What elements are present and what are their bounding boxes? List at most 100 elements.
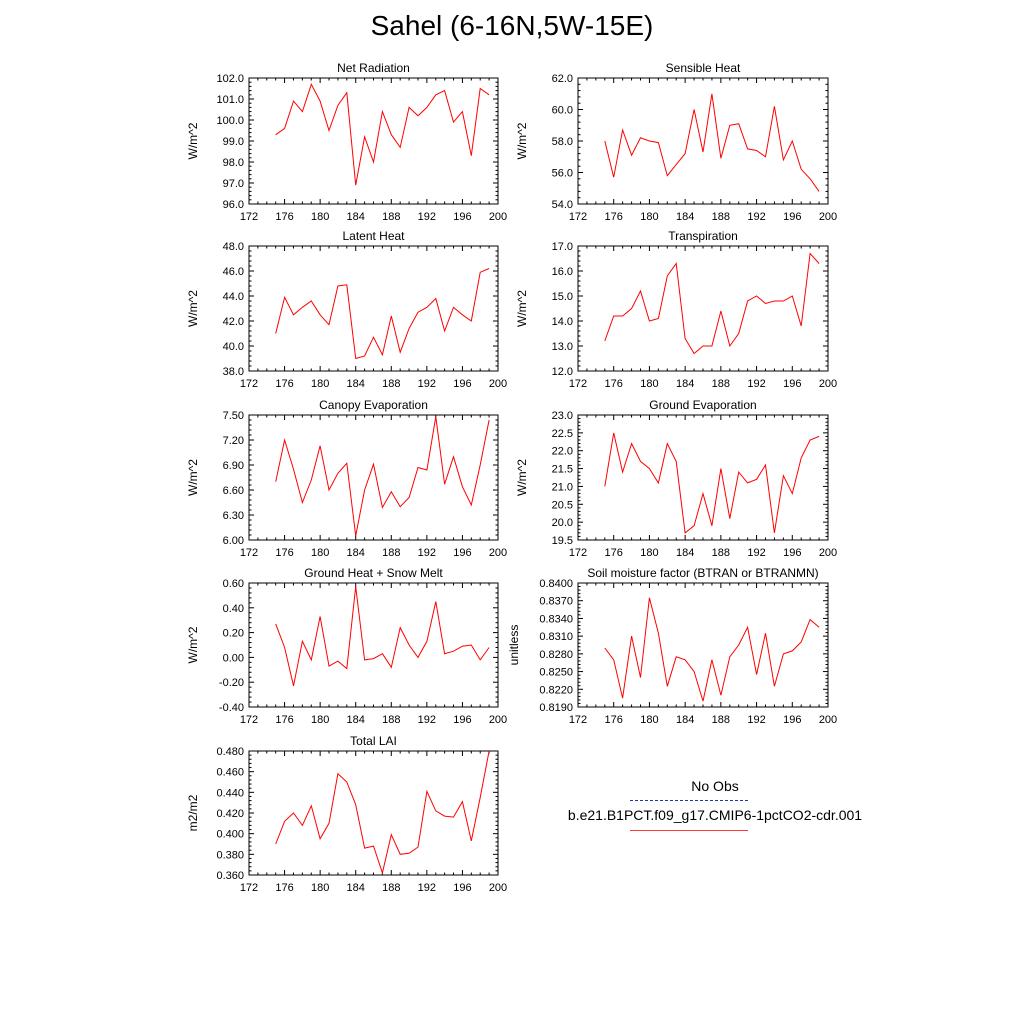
y-tick-label: 20.5 <box>552 499 573 511</box>
y-tick-label: 13.0 <box>552 341 573 353</box>
y-tick-label: 40.0 <box>223 341 244 353</box>
y-tick-label: 97.0 <box>223 178 244 190</box>
x-tick-label: 192 <box>418 547 436 559</box>
x-tick-label: 200 <box>819 547 837 559</box>
x-tick-label: 180 <box>640 547 658 559</box>
y-tick-label: 42.0 <box>223 316 244 328</box>
legend-label-model-run: b.e21.B1PCT.f09_g17.CMIP6-1pctCO2-cdr.00… <box>567 807 863 823</box>
x-tick-label: 180 <box>640 378 658 390</box>
x-tick-label: 184 <box>347 378 365 390</box>
x-tick-label: 176 <box>275 882 293 894</box>
y-tick-label: 0.8190 <box>539 702 573 714</box>
x-tick-label: 192 <box>418 211 436 223</box>
x-tick-label: 184 <box>347 714 365 726</box>
y-tick-label: 0.460 <box>216 767 244 779</box>
panel-3: Latent Heat 172 176 180 184 188 192 196 200 38.0 4… <box>186 229 507 390</box>
x-tick-label: 192 <box>418 378 436 390</box>
y-tick-label: 54.0 <box>552 199 573 211</box>
x-tick-label: 180 <box>311 547 329 559</box>
y-tick-label: 101.0 <box>216 94 244 106</box>
y-tick-label: 62.0 <box>552 73 573 85</box>
y-tick-label: 12.0 <box>552 366 573 378</box>
y-tick-label: 6.60 <box>223 485 244 497</box>
y-tick-label: 0.20 <box>223 628 244 640</box>
x-tick-label: 188 <box>712 211 730 223</box>
x-tick-label: 176 <box>605 378 623 390</box>
x-tick-label: 176 <box>275 714 293 726</box>
x-tick-label: 196 <box>783 547 801 559</box>
x-tick-label: 188 <box>382 882 400 894</box>
legend-line-model-run <box>630 830 748 831</box>
y-tick-label: 6.30 <box>223 510 244 522</box>
x-tick-label: 180 <box>311 211 329 223</box>
panel-6: Ground Evaporation 172 176 180 184 188 192 196 2… <box>515 398 837 559</box>
y-tick-label: 16.0 <box>552 266 573 278</box>
y-tick-label: 0.60 <box>223 578 244 590</box>
y-axis-label: unitless <box>507 625 521 666</box>
y-tick-label: -0.40 <box>219 702 244 714</box>
series-line <box>604 93 820 192</box>
x-tick-label: 196 <box>783 714 801 726</box>
y-tick-label: 44.0 <box>223 291 244 303</box>
series-line <box>275 750 490 875</box>
y-tick-label: 6.90 <box>223 460 244 472</box>
x-tick-label: 200 <box>489 547 507 559</box>
series-line <box>275 268 490 360</box>
y-tick-label: 60.0 <box>552 105 573 117</box>
series-line <box>604 597 820 702</box>
y-tick-label: 46.0 <box>223 266 244 278</box>
x-tick-label: 172 <box>569 378 587 390</box>
x-tick-label: 188 <box>382 211 400 223</box>
panel-8: Soil moisture factor (BTRAN or BTRANMN) 1… <box>507 566 837 726</box>
x-tick-label: 200 <box>819 714 837 726</box>
x-tick-label: 196 <box>453 714 471 726</box>
x-tick-label: 184 <box>676 211 694 223</box>
plot-frame <box>248 245 499 372</box>
x-tick-label: 176 <box>275 547 293 559</box>
y-tick-label: 0.40 <box>223 603 244 615</box>
y-tick-label: 22.0 <box>552 446 573 458</box>
y-tick-label: 0.8310 <box>539 631 573 643</box>
y-axis-label: W/m^2 <box>515 290 529 327</box>
panel-2: Sensible Heat 172 176 180 184 188 192 196 200 54.… <box>515 61 837 223</box>
y-axis-label: W/m^2 <box>515 459 529 496</box>
panel-title: Sensible Heat <box>666 61 741 75</box>
figure-title: Sahel (6-16N,5W-15E) <box>370 10 654 41</box>
x-tick-label: 176 <box>605 547 623 559</box>
y-tick-label: 22.5 <box>552 428 573 440</box>
x-tick-label: 172 <box>240 882 258 894</box>
x-tick-label: 188 <box>382 547 400 559</box>
panel-title: Canopy Evaporation <box>319 398 428 412</box>
x-tick-label: 172 <box>569 714 587 726</box>
series-line <box>275 416 490 536</box>
y-tick-label: 0.8280 <box>539 649 573 661</box>
x-tick-label: 172 <box>240 211 258 223</box>
panel-5: Canopy Evaporation 172 176 180 184 188 192 196 2… <box>186 398 507 559</box>
x-tick-label: 192 <box>747 211 765 223</box>
y-tick-label: 96.0 <box>223 199 244 211</box>
x-tick-label: 184 <box>676 714 694 726</box>
x-tick-label: 200 <box>819 211 837 223</box>
panel-title: Transpiration <box>668 229 738 243</box>
y-tick-label: 99.0 <box>223 136 244 148</box>
y-tick-label: 0.420 <box>216 808 244 820</box>
y-tick-label: 0.8400 <box>539 578 573 590</box>
y-tick-label: 0.8340 <box>539 613 573 625</box>
series-line <box>275 83 490 186</box>
y-tick-label: 21.5 <box>552 464 573 476</box>
plot-frame <box>577 77 829 205</box>
x-tick-label: 180 <box>640 714 658 726</box>
y-tick-label: 19.5 <box>552 535 573 547</box>
x-tick-label: 196 <box>453 882 471 894</box>
plot-frame <box>577 582 829 708</box>
y-axis-label: W/m^2 <box>186 122 200 159</box>
x-tick-label: 196 <box>783 211 801 223</box>
legend-label-no-obs: No Obs <box>691 778 739 794</box>
y-tick-label: 0.8250 <box>539 667 573 679</box>
panel-title: Ground Heat + Snow Melt <box>304 566 443 580</box>
y-tick-label: 0.400 <box>216 829 244 841</box>
x-tick-label: 196 <box>453 547 471 559</box>
series-line <box>275 586 490 687</box>
plot-frame <box>248 750 499 876</box>
panel-4: Transpiration 172 176 180 184 188 192 196 200 12.… <box>515 229 837 390</box>
